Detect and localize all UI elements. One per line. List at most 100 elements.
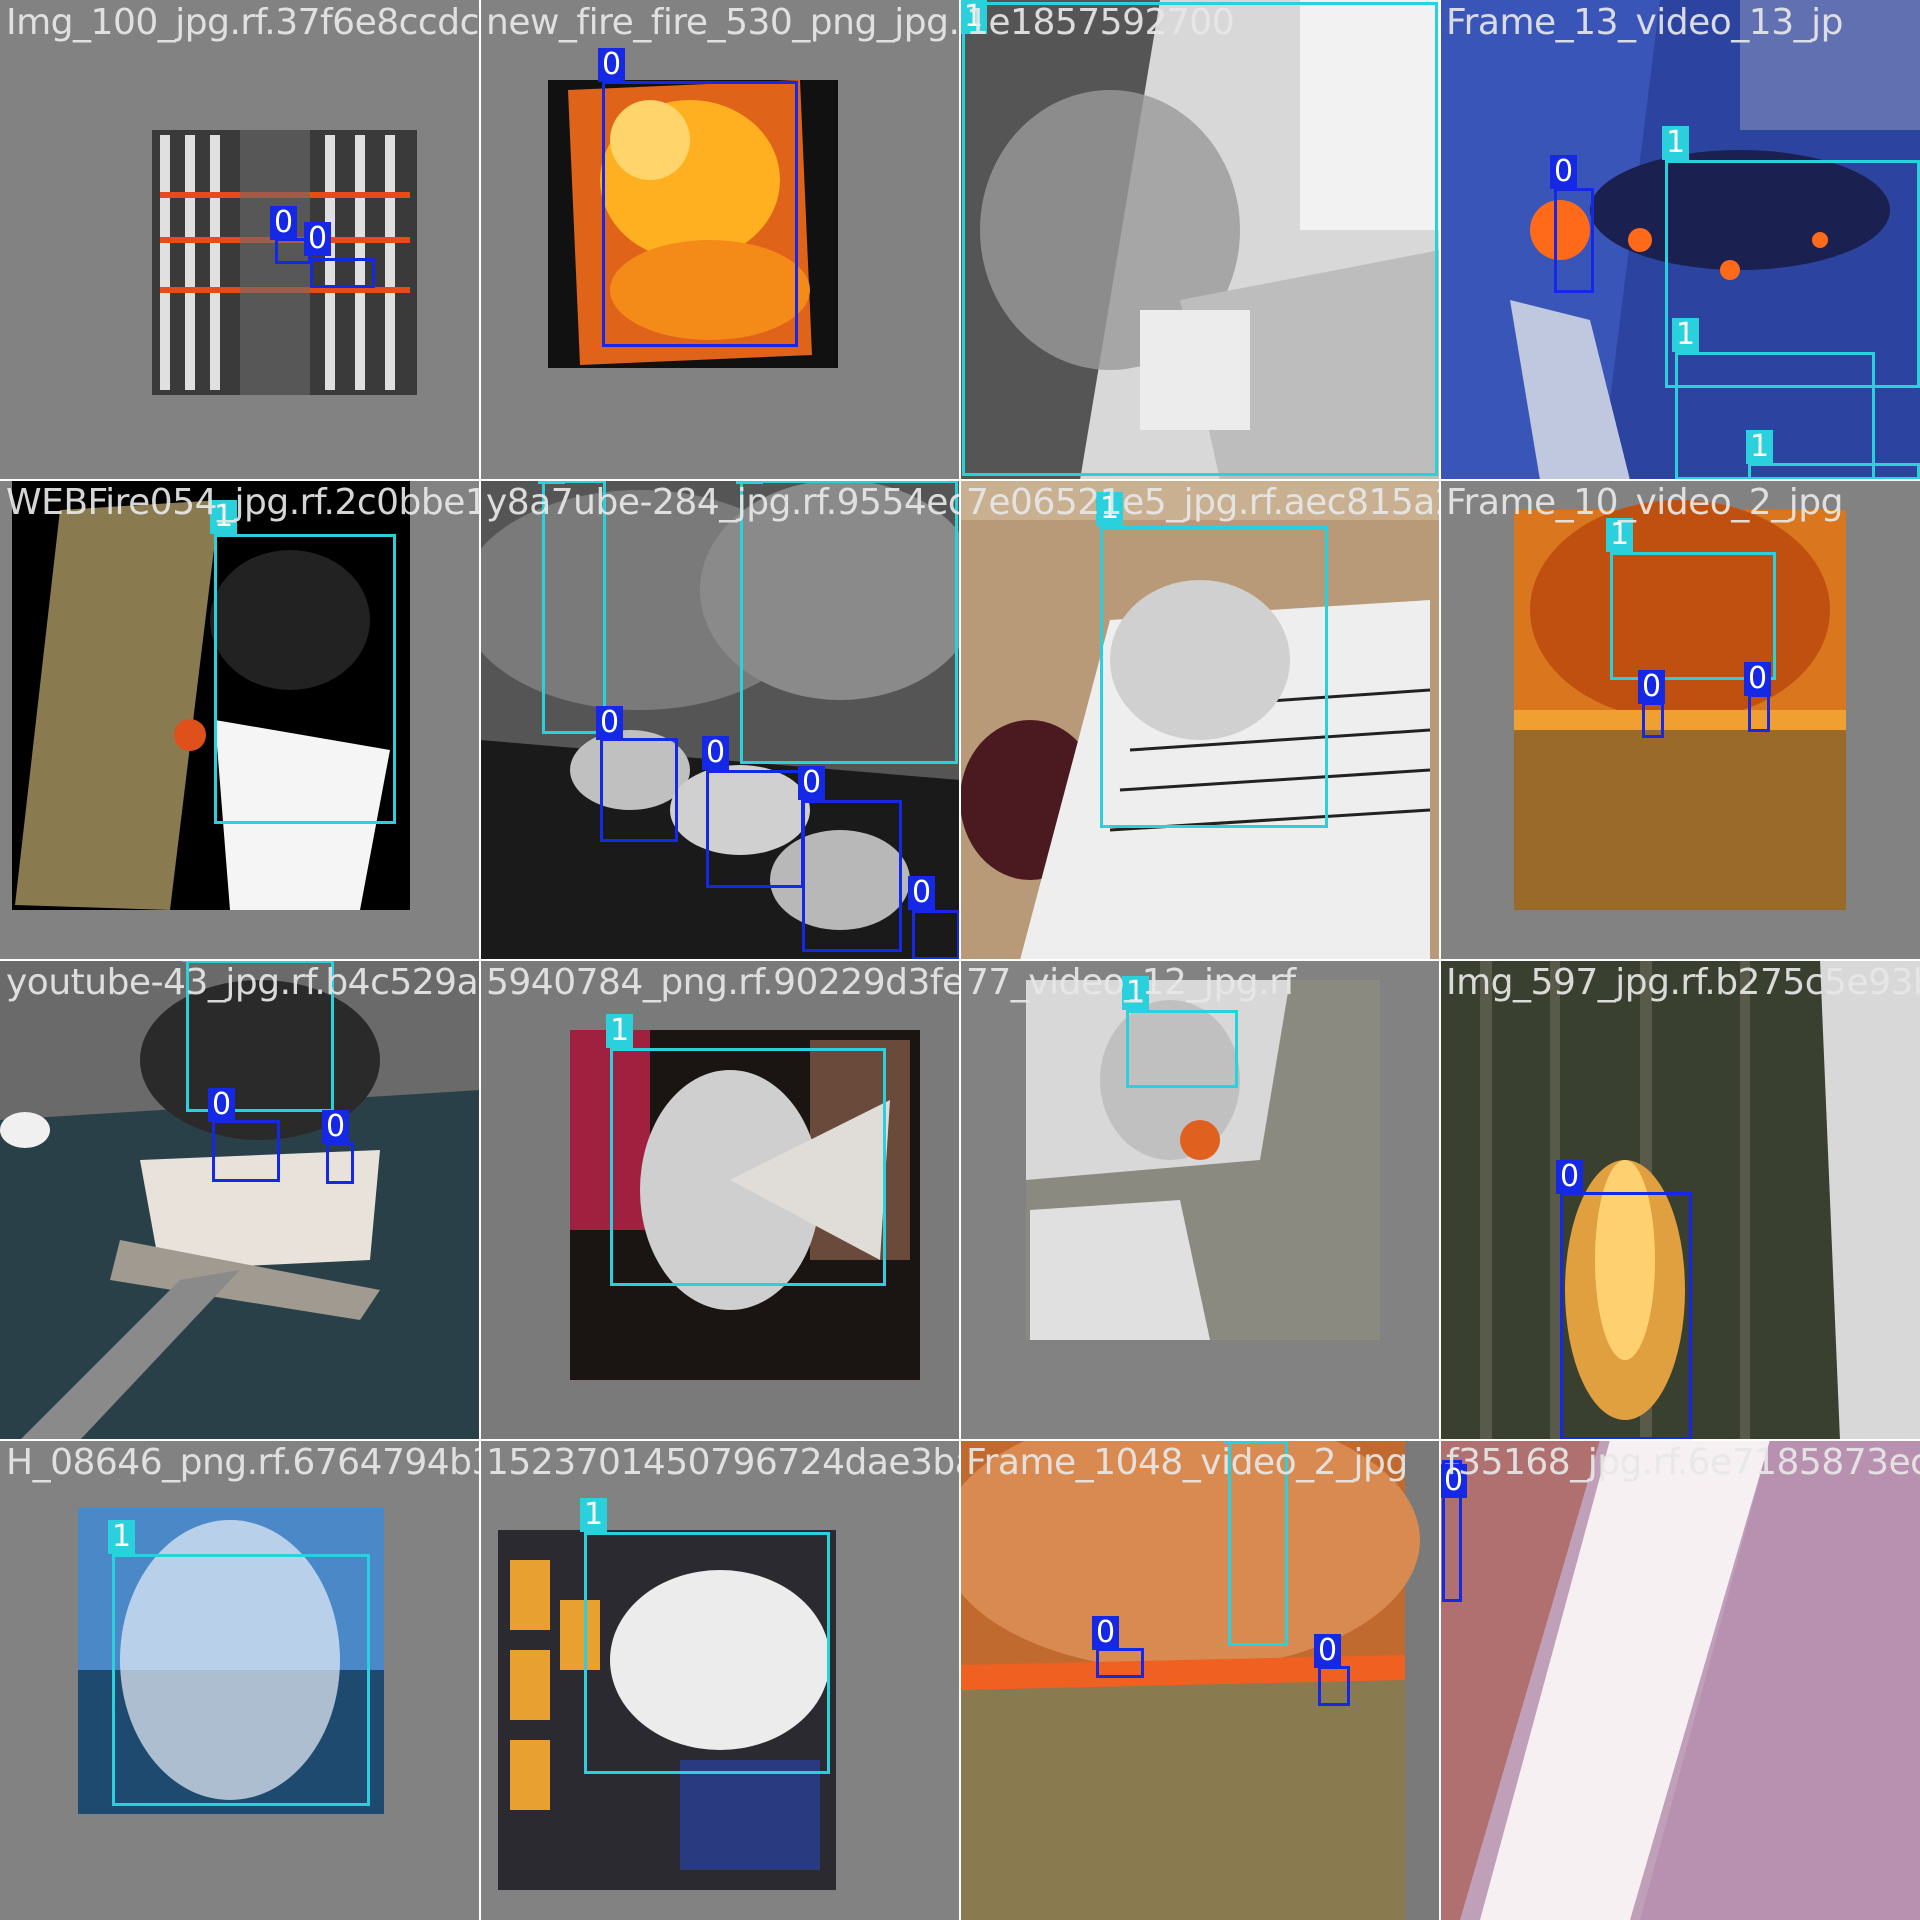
tile-9: 1 0 0 youtube-43_jpg.rf.b4c529aa xyxy=(0,960,480,1440)
tile-filename: H_08646_png.rf.6764794b3 xyxy=(6,1442,480,1483)
bbox-label: 1 xyxy=(960,0,988,34)
tile-filename: 1523701450796724dae3baa xyxy=(486,1442,960,1483)
bbox-label: 0 xyxy=(798,766,826,800)
bbox-fire xyxy=(326,1142,354,1184)
tile-filename: new_fire_fire_530_png_jpg.rf.1f9d323874 xyxy=(486,2,960,43)
tile-image xyxy=(960,0,1440,480)
tile-16: 0 f35168_jpg.rf.6e7185873ec xyxy=(1440,1440,1920,1920)
bbox-smoke xyxy=(1610,552,1776,680)
bbox-smoke xyxy=(112,1554,370,1806)
bbox-fire xyxy=(212,1120,280,1182)
bbox-label: 0 xyxy=(1440,1464,1468,1498)
bbox-smoke xyxy=(1748,463,1920,480)
tile-8: 1 0 0 Frame_10_video_2_jpg xyxy=(1440,480,1920,960)
tile-filename: Img_597_jpg.rf.b275c5e93b xyxy=(1446,962,1920,1003)
tile-filename: WEBFire054_jpg.rf.2c0bbe1 xyxy=(6,482,480,523)
bbox-smoke xyxy=(584,1532,830,1774)
bbox-label: 1 xyxy=(1662,126,1690,160)
bbox-label: 1 xyxy=(1096,492,1124,526)
tile-filename: 7e06521e5_jpg.rf.aec815a21 xyxy=(966,482,1440,523)
bbox-label: 0 xyxy=(1092,1616,1120,1650)
bbox-label: 0 xyxy=(1556,1160,1584,1194)
bbox-label: 1 xyxy=(1606,518,1634,552)
tile-image xyxy=(960,480,1440,960)
bbox-label: 1 xyxy=(606,1014,634,1048)
tile-filename: Frame_1048_video_2_jpg xyxy=(966,1442,1408,1483)
bbox-smoke xyxy=(740,480,958,764)
grid-divider xyxy=(0,959,1920,961)
bbox-label: 0 xyxy=(1744,662,1772,696)
bbox-label: 1 xyxy=(210,500,238,534)
bbox-fire xyxy=(1442,1460,1462,1602)
bbox-fire xyxy=(602,81,798,347)
bbox-smoke xyxy=(214,534,396,824)
bbox-label: 0 xyxy=(908,876,936,910)
tile-image xyxy=(0,0,480,480)
bbox-label: 0 xyxy=(1314,1634,1342,1668)
bbox-label: 1 xyxy=(1224,1440,1252,1444)
bbox-label: 1 xyxy=(108,1520,136,1554)
tile-13: 1 H_08646_png.rf.6764794b3 xyxy=(0,1440,480,1920)
bbox-smoke xyxy=(1665,160,1920,388)
bbox-label: 0 xyxy=(1550,155,1578,189)
bbox-fire xyxy=(1560,1192,1692,1440)
tile-1: 0 0 Img_100_jpg.rf.37f6e8ccdcc43a4787243… xyxy=(0,0,480,480)
bbox-fire xyxy=(600,738,678,842)
tile-image xyxy=(480,960,960,1440)
bbox-smoke xyxy=(610,1048,886,1286)
grid-divider xyxy=(0,479,1920,481)
tile-filename: Frame_10_video_2_jpg xyxy=(1446,482,1843,523)
bbox-label: 1 xyxy=(580,1498,608,1532)
bbox-fire xyxy=(802,800,902,952)
bbox-label: 1 xyxy=(1746,430,1774,464)
bbox-smoke xyxy=(1228,1440,1288,1646)
tile-filename: 1e1857592700 xyxy=(966,2,1235,43)
tile-image xyxy=(1440,960,1920,1440)
bbox-label: 0 xyxy=(208,1088,236,1122)
tile-image xyxy=(0,960,480,1440)
tile-filename: 77_video_12_jpg.rf xyxy=(966,962,1296,1003)
tile-image xyxy=(960,1440,1440,1920)
bbox-label: 1 xyxy=(736,480,764,484)
bbox-label: 0 xyxy=(702,736,730,770)
bbox-smoke xyxy=(962,2,1438,476)
bbox-fire xyxy=(1318,1666,1350,1706)
tile-filename: Frame_13_video_13_jp xyxy=(1446,2,1843,43)
tile-6: 1 1 0 0 0 0 y8a7ube-284_jpg.rf.9554ecfc xyxy=(480,480,960,960)
tile-image xyxy=(480,1440,960,1920)
bbox-label: 0 xyxy=(322,1110,350,1144)
tile-image xyxy=(960,960,1440,1440)
tile-10: 1 5940784_png.rf.90229d3feb xyxy=(480,960,960,1440)
bbox-label: 1 xyxy=(1672,318,1700,352)
tile-filename: y8a7ube-284_jpg.rf.9554ecfc xyxy=(486,482,960,523)
bbox-label: 0 xyxy=(1638,670,1666,704)
bbox-label: 0 xyxy=(596,706,624,740)
tile-4: 0 1 1 1 Frame_13_video_13_jp xyxy=(1440,0,1920,480)
bbox-fire xyxy=(1748,694,1770,732)
tile-2: 0 new_fire_fire_530_png_jpg.rf.1f9d32387… xyxy=(480,0,960,480)
bbox-smoke xyxy=(1100,526,1328,828)
tile-image xyxy=(1440,0,1920,480)
tile-image xyxy=(0,1440,480,1920)
bbox-fire xyxy=(310,258,375,288)
bbox-fire xyxy=(1554,188,1594,293)
bbox-smoke xyxy=(186,960,334,1112)
tile-image xyxy=(1440,1440,1920,1920)
tile-3: 1 1e1857592700 xyxy=(960,0,1440,480)
tile-14: 1 1523701450796724dae3baa xyxy=(480,1440,960,1920)
tile-11: 1 77_video_12_jpg.rf xyxy=(960,960,1440,1440)
bbox-label: 0 xyxy=(270,206,298,240)
tile-12: 0 Img_597_jpg.rf.b275c5e93b xyxy=(1440,960,1920,1440)
tile-filename: youtube-43_jpg.rf.b4c529aa xyxy=(6,962,480,1003)
tile-filename: Img_100_jpg.rf.37f6e8ccdcc43a4787243b550 xyxy=(6,2,480,43)
bbox-label: 1 xyxy=(1122,976,1150,1010)
tile-filename: 5940784_png.rf.90229d3feb xyxy=(486,962,960,1003)
tile-image xyxy=(1440,480,1920,960)
bbox-label: 1 xyxy=(538,480,566,484)
tile-7: 1 7e06521e5_jpg.rf.aec815a21 xyxy=(960,480,1440,960)
grid-divider xyxy=(0,1439,1920,1441)
tile-15: 1 0 0 Frame_1048_video_2_jpg xyxy=(960,1440,1440,1920)
bbox-smoke xyxy=(542,480,606,734)
tile-filename: f35168_jpg.rf.6e7185873ec xyxy=(1446,1442,1920,1483)
